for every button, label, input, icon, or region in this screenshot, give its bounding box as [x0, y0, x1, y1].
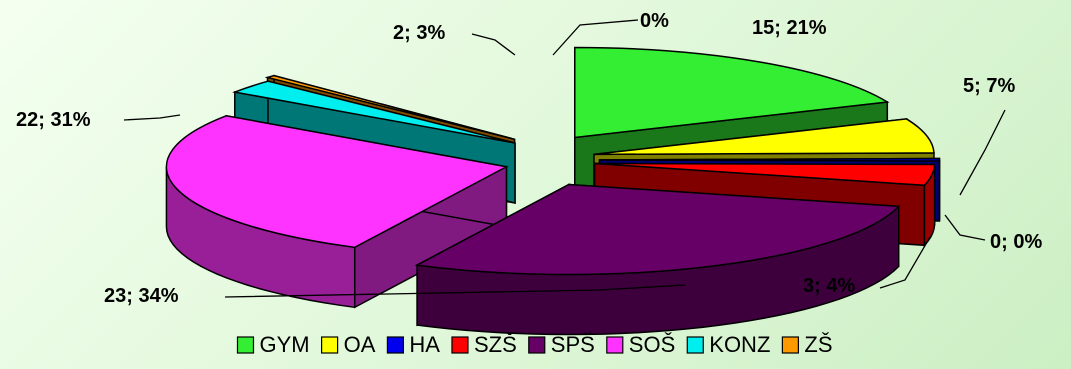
legend-entry-konz: KONZ [686, 332, 770, 357]
leader-line-oa [959, 109, 1006, 196]
legend-entry-zs: ZŠ [781, 332, 833, 357]
leader-line-szs [879, 236, 931, 289]
slice-szs-top [594, 162, 936, 187]
leader-line-sps [224, 284, 686, 298]
data-label-ha: 0; 0% [990, 231, 1042, 253]
legend-entry-szs: SZŠ [451, 332, 517, 357]
legend-label-szs: SZŠ [474, 332, 517, 357]
legend-label-konz: KONZ [709, 332, 770, 357]
legend-entry-gym: GYM [236, 332, 310, 357]
legend-label-oa: OA [344, 332, 376, 357]
data-label-gym: 15; 21% [752, 17, 827, 39]
legend-entry-sos: SOŠ [606, 332, 675, 357]
legend-entry-ha: HA [386, 332, 440, 357]
data-label-sos: 22; 31% [16, 109, 91, 131]
data-label-oa: 5; 7% [963, 75, 1015, 97]
slice-zs-top [264, 74, 515, 141]
leader-line-sos [123, 114, 181, 121]
legend-label-zs: ZŠ [804, 332, 832, 357]
slice-konz-top [232, 80, 516, 144]
legend-label-ha: HA [409, 332, 440, 357]
legend-swatch-szs [451, 336, 469, 354]
slice-sps-top [414, 183, 901, 276]
slice-sos-top [165, 115, 509, 249]
legend-swatch-sos [606, 336, 624, 354]
legend-label-gym: GYM [259, 332, 309, 357]
data-label-zs: 0% [640, 10, 669, 32]
data-label-sps: 23; 34% [104, 285, 179, 307]
legend-swatch-sps [528, 336, 546, 354]
legend-entry-oa: OA [321, 332, 376, 357]
legend-swatch-konz [686, 336, 704, 354]
leader-line-konz [471, 33, 516, 56]
legend-swatch-zs [781, 336, 799, 354]
slice-gym-top [574, 46, 890, 139]
legend-label-sos: SOŠ [629, 332, 675, 357]
legend-swatch-ha [386, 336, 405, 354]
legend-label-sps: SPŠ [551, 332, 595, 357]
slice-sps [414, 183, 901, 336]
legend-swatch-oa [321, 336, 339, 354]
slice-oa-top [593, 118, 935, 156]
slice-ha-top [599, 157, 941, 162]
leader-line-ha [944, 214, 986, 241]
data-label-szs: 3; 4% [803, 275, 855, 297]
legend-entry-sps: SPŠ [528, 332, 595, 357]
legend-swatch-gym [236, 336, 255, 354]
data-label-konz: 2; 3% [393, 22, 445, 44]
leader-line-zs [552, 19, 639, 56]
slice-sos [165, 114, 509, 309]
